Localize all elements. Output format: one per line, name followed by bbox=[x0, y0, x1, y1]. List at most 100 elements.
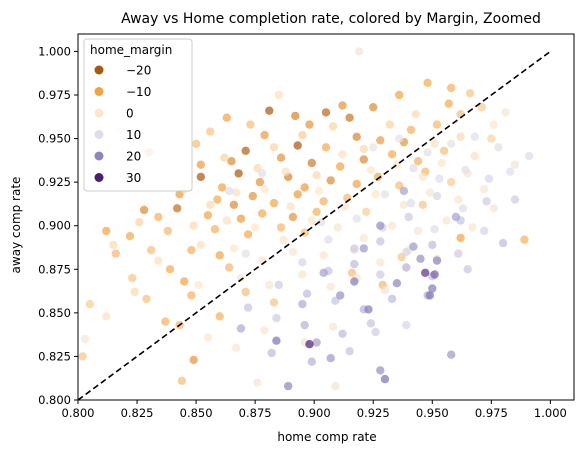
data-point bbox=[298, 270, 307, 279]
data-point bbox=[312, 171, 321, 180]
data-point bbox=[260, 184, 269, 194]
data-point bbox=[447, 350, 456, 359]
data-point bbox=[217, 183, 227, 192]
data-point bbox=[458, 204, 468, 213]
data-point bbox=[305, 340, 314, 349]
data-point bbox=[498, 238, 508, 248]
x-tick-label: 0.800 bbox=[62, 406, 95, 420]
data-point bbox=[125, 232, 135, 241]
data-point bbox=[187, 245, 196, 255]
legend-marker bbox=[94, 130, 104, 139]
data-point bbox=[402, 320, 411, 330]
data-point bbox=[288, 212, 298, 222]
x-tick-label: 0.950 bbox=[416, 406, 449, 420]
data-point bbox=[274, 90, 283, 100]
data-point bbox=[456, 132, 465, 141]
data-point bbox=[418, 172, 427, 182]
data-point bbox=[293, 190, 302, 199]
data-point bbox=[253, 378, 262, 387]
data-point bbox=[366, 165, 376, 175]
x-axis-title: home comp rate bbox=[277, 430, 376, 444]
data-point bbox=[250, 223, 260, 232]
data-point bbox=[265, 106, 274, 115]
data-point bbox=[371, 327, 380, 337]
data-point bbox=[423, 148, 432, 157]
data-point bbox=[376, 221, 385, 230]
data-point bbox=[423, 78, 432, 88]
data-point bbox=[267, 348, 276, 358]
x-tick-label: 0.900 bbox=[298, 406, 331, 420]
data-point bbox=[352, 179, 361, 189]
data-point bbox=[465, 89, 475, 98]
data-point bbox=[279, 235, 288, 244]
data-point bbox=[418, 200, 427, 209]
data-point bbox=[366, 319, 376, 328]
data-point bbox=[177, 376, 187, 385]
data-point bbox=[213, 195, 222, 204]
data-point bbox=[416, 254, 425, 263]
data-point bbox=[371, 190, 380, 199]
data-point bbox=[232, 188, 241, 197]
data-point bbox=[236, 214, 246, 223]
data-point bbox=[189, 355, 198, 365]
data-point bbox=[194, 280, 203, 290]
data-point bbox=[411, 110, 420, 119]
data-point bbox=[362, 207, 371, 216]
data-point bbox=[260, 326, 269, 335]
data-point bbox=[78, 352, 87, 361]
data-point bbox=[210, 225, 220, 234]
y-tick-label: 0.800 bbox=[38, 393, 71, 407]
data-point bbox=[428, 240, 437, 250]
data-point bbox=[338, 101, 347, 110]
data-point bbox=[236, 324, 246, 333]
data-point bbox=[395, 134, 404, 143]
data-point bbox=[180, 277, 189, 286]
data-point bbox=[302, 289, 312, 298]
data-point bbox=[425, 291, 435, 300]
data-point bbox=[232, 343, 241, 352]
data-point bbox=[409, 242, 418, 251]
data-point bbox=[454, 249, 463, 258]
data-point bbox=[506, 167, 515, 176]
data-point bbox=[444, 99, 453, 108]
data-point bbox=[326, 282, 335, 291]
data-point bbox=[187, 291, 196, 300]
data-point bbox=[241, 249, 250, 258]
data-point bbox=[298, 258, 307, 267]
data-point bbox=[369, 143, 378, 152]
data-point bbox=[428, 284, 437, 293]
legend-entry-label: −10 bbox=[126, 85, 151, 99]
data-point bbox=[336, 291, 345, 300]
data-point bbox=[80, 334, 90, 344]
data-point bbox=[345, 113, 354, 122]
data-point bbox=[215, 312, 224, 321]
data-point bbox=[269, 198, 279, 208]
data-point bbox=[319, 197, 328, 206]
legend-entry-label: 0 bbox=[126, 107, 134, 121]
data-point bbox=[222, 113, 231, 122]
data-point bbox=[274, 280, 283, 290]
data-point bbox=[246, 120, 255, 129]
data-point bbox=[111, 249, 121, 258]
data-point bbox=[241, 146, 250, 155]
data-point bbox=[300, 320, 309, 330]
data-point bbox=[331, 381, 340, 391]
data-point bbox=[173, 204, 182, 213]
data-point bbox=[369, 103, 378, 112]
data-point bbox=[352, 132, 361, 141]
data-point bbox=[109, 240, 118, 250]
data-point bbox=[142, 294, 151, 304]
data-point bbox=[196, 240, 205, 250]
data-point bbox=[385, 120, 394, 129]
legend-entry-label: 30 bbox=[126, 171, 141, 185]
data-point bbox=[399, 200, 409, 209]
data-point bbox=[392, 279, 402, 288]
data-point bbox=[380, 190, 390, 199]
data-point bbox=[189, 221, 198, 230]
legend-box bbox=[83, 38, 193, 192]
data-point bbox=[413, 157, 423, 166]
data-point bbox=[520, 235, 529, 244]
legend-entry-label: −20 bbox=[126, 64, 151, 78]
data-point bbox=[284, 381, 293, 391]
data-point bbox=[387, 150, 397, 159]
